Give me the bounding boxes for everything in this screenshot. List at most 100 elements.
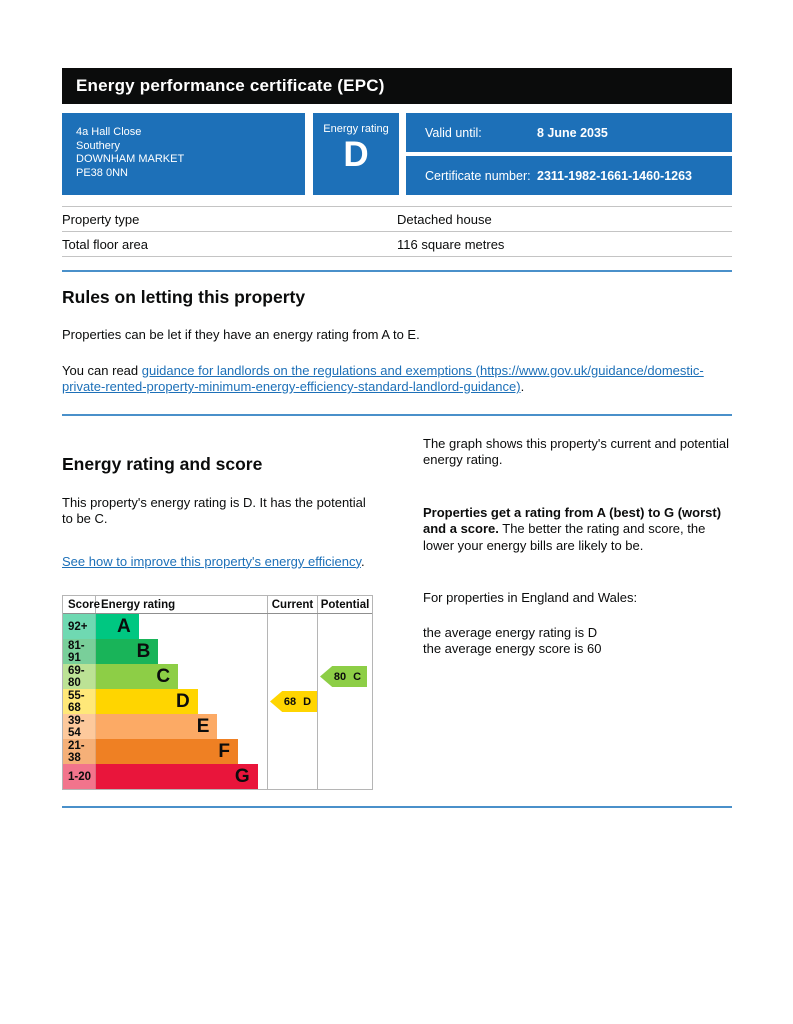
- band-score-range: 55-68: [63, 689, 96, 714]
- rating-band-row-c: 69-80 C 80 C: [63, 664, 372, 689]
- property-details-table: Property type Detached house Total floor a…: [62, 206, 732, 257]
- property-detail-label: Property type: [62, 212, 140, 227]
- band-letter-c: C: [156, 666, 171, 687]
- address-line: PE38 0NN: [76, 166, 128, 179]
- address-line: DOWNHAM MARKET: [76, 153, 185, 165]
- property-detail-row: Property type Detached house: [62, 206, 732, 231]
- band-letter-a: A: [117, 616, 131, 637]
- chart-header-current: Current: [267, 596, 317, 613]
- band-bar-cell: C: [96, 664, 267, 689]
- current-pointer-cell: 68 D: [267, 689, 317, 714]
- potential-pointer-cell: [317, 739, 372, 764]
- rating-explanation-rest: The better the rating and score, the low…: [423, 521, 706, 553]
- current-pointer-cell: [267, 639, 317, 664]
- energy-rating-section: Energy rating and score This property's …: [62, 434, 732, 791]
- property-detail-row: Total floor area 116 square metres: [62, 231, 732, 257]
- current-rating-pointer-score: 68: [283, 695, 297, 708]
- rules-paragraph-2-prefix: You can read: [62, 362, 142, 378]
- section-divider: [62, 270, 732, 272]
- rating-band-row-d: 55-68 D 68 D: [63, 689, 372, 714]
- property-detail-value: Detached house: [397, 212, 492, 227]
- potential-rating-pointer-letter: C: [353, 670, 362, 683]
- rating-band-row-a: 92+ A: [63, 614, 372, 639]
- potential-rating-pointer-score: 80: [333, 670, 347, 683]
- rating-column-right: The graph shows this property's current …: [423, 434, 732, 791]
- band-letter-d: D: [176, 691, 190, 712]
- band-bar-cell: B: [96, 639, 267, 664]
- potential-pointer-cell: [317, 764, 372, 789]
- band-bar-cell: A: [96, 614, 267, 639]
- energy-rating-label: Energy rating: [323, 123, 389, 135]
- rating-column-left: Energy rating and score This property's …: [62, 434, 373, 790]
- band-score-range: 21-38: [63, 739, 96, 764]
- valid-until-value: 8 June 2035: [537, 125, 608, 140]
- band-letter-e: E: [196, 716, 210, 737]
- band-bar-a: A: [96, 614, 139, 639]
- band-bar-b: B: [96, 639, 159, 664]
- rating-band-row-g: 1-20 G: [63, 764, 372, 789]
- current-pointer-cell: [267, 764, 317, 789]
- band-score-range: 39-54: [63, 714, 96, 739]
- address-line: Southery: [76, 139, 121, 152]
- rating-band-row-f: 21-38 F: [63, 739, 372, 764]
- improve-efficiency-paragraph: See how to improve this property's energ…: [62, 554, 373, 571]
- chart-header-potential: Potential: [317, 596, 372, 613]
- energy-rating-heading: Energy rating and score: [62, 453, 263, 474]
- rating-band-row-b: 81-91 B: [63, 639, 372, 664]
- potential-pointer-cell: [317, 639, 372, 664]
- band-bar-f: F: [96, 739, 238, 764]
- band-bar-e: E: [96, 714, 218, 739]
- current-rating-pointer: 68 D: [270, 691, 317, 712]
- rules-paragraph-2-suffix: .: [520, 379, 525, 394]
- current-pointer-cell: [267, 714, 317, 739]
- epc-document: Energy performance certificate (EPC) 4a …: [62, 68, 732, 808]
- energy-rating-value: D: [343, 135, 369, 174]
- page-title-bar: Energy performance certificate (EPC): [62, 68, 732, 104]
- improve-efficiency-link[interactable]: See how to improve this property's energ…: [62, 553, 361, 569]
- energy-rating-box: Energy rating D: [313, 113, 399, 195]
- average-rating-line: the average energy rating is D: [423, 624, 598, 640]
- rules-section: Rules on letting this property Propertie…: [62, 287, 732, 396]
- chart-bands: 92+ A 81-91 B 69-80 C 80 C 55-68 D 68 D 39-54 E 21-38 F…: [63, 614, 372, 789]
- rating-explanation-bold: Properties get a rating from A (best) to…: [423, 504, 722, 537]
- property-address: 4a Hall Close Southery DOWNHAM MARKET PE38 …: [62, 113, 305, 195]
- band-score-range: 1-20: [63, 764, 96, 789]
- band-bar-cell: F: [96, 739, 267, 764]
- current-pointer-cell: [267, 664, 317, 689]
- band-bar-d: D: [96, 689, 198, 714]
- property-detail-value: 116 square metres: [397, 237, 505, 252]
- potential-pointer-cell: [317, 689, 372, 714]
- potential-pointer-cell: [317, 614, 372, 639]
- chart-header-row: Score Energy rating Current Potential: [63, 596, 372, 614]
- potential-pointer-cell: 80 C: [317, 664, 372, 689]
- rating-explanation: Properties get a rating from A (best) to…: [423, 505, 732, 555]
- band-bar-cell: D: [96, 689, 267, 714]
- valid-until-box: Valid until: 8 June 2035: [406, 113, 732, 152]
- current-pointer-cell: [267, 614, 317, 639]
- certificate-number-label: Certificate number:: [425, 168, 531, 183]
- band-bar-c: C: [96, 664, 179, 689]
- current-pointer-cell: [267, 739, 317, 764]
- rating-summary-paragraph: This property's energy rating is D. It h…: [62, 494, 366, 527]
- property-detail-label: Total floor area: [62, 237, 148, 252]
- landlord-guidance-link[interactable]: guidance for landlords on the regulation…: [62, 362, 704, 395]
- rules-paragraph-1: Properties can be let if they have an en…: [62, 327, 420, 342]
- band-score-range: 92+: [63, 614, 96, 639]
- energy-rating-chart: Score Energy rating Current Potential 92…: [62, 595, 373, 790]
- band-bar-cell: G: [96, 764, 267, 789]
- band-letter-b: B: [136, 641, 151, 662]
- potential-rating-pointer: 80 C: [320, 666, 367, 687]
- averages-block: the average energy rating is D the avera…: [423, 625, 732, 658]
- band-letter-g: G: [234, 766, 250, 787]
- valid-until-label: Valid until:: [425, 125, 482, 140]
- certificate-number-box: Certificate number: 2311-1982-1661-1460-…: [406, 156, 732, 195]
- rules-paragraph-2: You can read guidance for landlords on t…: [62, 363, 732, 396]
- chart-header-rating: Energy rating: [101, 598, 176, 611]
- address-line: 4a Hall Close: [76, 126, 142, 138]
- england-wales-intro: For properties in England and Wales:: [423, 590, 638, 605]
- band-score-range: 81-91: [63, 639, 96, 664]
- current-rating-pointer-letter: D: [303, 695, 312, 708]
- band-bar-cell: E: [96, 714, 267, 739]
- average-score-line: the average energy score is 60: [423, 641, 602, 656]
- band-score-range: 69-80: [63, 664, 96, 689]
